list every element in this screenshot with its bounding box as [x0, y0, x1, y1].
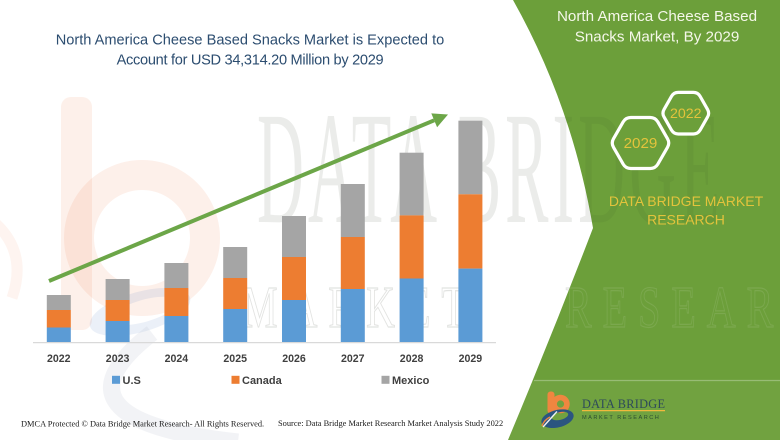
svg-text:Source: Data Bridge Market Res: Source: Data Bridge Market Research Mark… [278, 419, 503, 428]
svg-text:DATA BRIDGE: DATA BRIDGE [582, 397, 665, 411]
svg-text:Canada: Canada [242, 375, 283, 387]
svg-text:2026: 2026 [282, 353, 306, 365]
svg-text:RESEARCH: RESEARCH [565, 274, 780, 339]
svg-text:Snacks Market, By 2029: Snacks Market, By 2029 [575, 29, 740, 46]
svg-text:North America Cheese Based: North America Cheese Based [557, 8, 757, 25]
svg-text:Account for USD 34,314.20 Mill: Account for USD 34,314.20 Million by 202… [117, 52, 384, 68]
svg-text:U.S: U.S [123, 375, 141, 387]
svg-text:MARKET RESEARCH: MARKET RESEARCH [582, 415, 660, 421]
svg-text:2024: 2024 [165, 353, 189, 365]
svg-text:2022: 2022 [47, 353, 71, 365]
svg-text:2027: 2027 [341, 353, 365, 365]
svg-text:2029: 2029 [624, 135, 658, 152]
svg-text:Mexico: Mexico [392, 375, 430, 387]
svg-text:RESEARCH: RESEARCH [647, 211, 725, 227]
svg-text:2029: 2029 [459, 353, 483, 365]
svg-text:2025: 2025 [223, 353, 247, 365]
svg-text:2028: 2028 [400, 353, 424, 365]
svg-text:2022: 2022 [670, 106, 702, 122]
svg-text:North America Cheese Based Sna: North America Cheese Based Snacks Market… [56, 33, 445, 49]
svg-text:DATA BRIDGE MARKET: DATA BRIDGE MARKET [609, 193, 764, 209]
svg-text:DMCA Protected © Data Bridge M: DMCA Protected © Data Bridge Market Rese… [21, 419, 264, 428]
svg-text:2023: 2023 [106, 353, 130, 365]
